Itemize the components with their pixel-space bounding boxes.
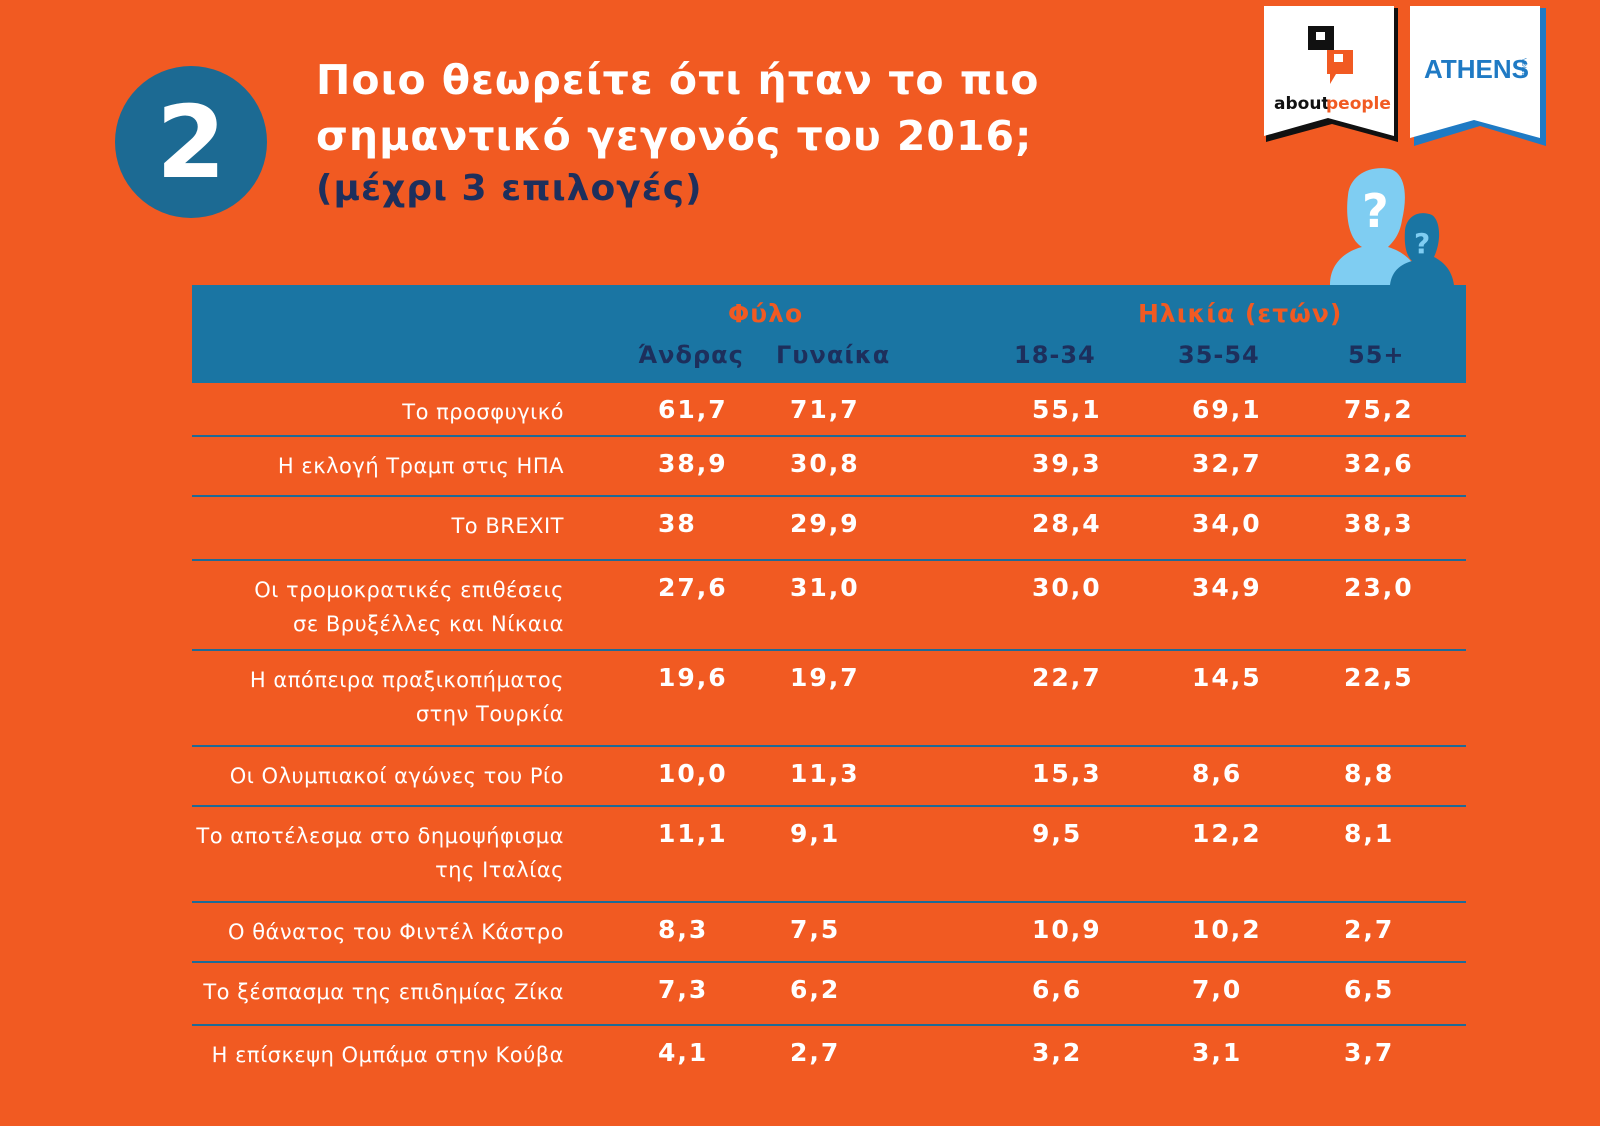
column-header-male: Άνδρας [638, 341, 744, 369]
cell-value: 9,1 [790, 819, 841, 848]
cell-value: 3,7 [1344, 1038, 1395, 1067]
table-row: Οι τρομοκρατικές επιθέσεις σε Βρυξέλλες … [192, 561, 1466, 651]
subtitle: (μέχρι 3 επιλογές) [316, 168, 703, 209]
row-label: Οι τρομοκρατικές επιθέσεις σε Βρυξέλλες … [254, 578, 564, 636]
cell-value: 69,1 [1192, 395, 1262, 424]
row-label: Οι Ολυμπιακοί αγώνες του Ρίο [229, 764, 564, 788]
cell-value: 30,8 [790, 449, 860, 478]
svg-text:?: ? [1414, 227, 1430, 260]
cell-value: 8,1 [1344, 819, 1395, 848]
cell-value: 71,7 [790, 395, 860, 424]
cell-value: 3,1 [1192, 1038, 1243, 1067]
cell-value: 3,2 [1032, 1038, 1083, 1067]
cell-value: 23,0 [1344, 573, 1414, 602]
page-title: Ποιο θεωρείτε ότι ήταν το πιο σημαντικό … [316, 52, 1039, 164]
column-header-female: Γυναίκα [776, 341, 891, 369]
row-label: Το ξέσπασμα της επιδημίας Ζίκα [203, 980, 564, 1004]
cell-value: 39,3 [1032, 449, 1102, 478]
group-header-gender: Φύλο [728, 299, 804, 328]
cell-value: 32,7 [1192, 449, 1262, 478]
cell-value: 2,7 [790, 1038, 841, 1067]
cell-value: 55,1 [1032, 395, 1102, 424]
cell-value: 11,1 [658, 819, 728, 848]
table-body: Το προσφυγικό 61,7 71,7 55,1 69,1 75,2 Η εκλογ… [192, 383, 1466, 1090]
cell-value: 9,5 [1032, 819, 1083, 848]
cell-value: 28,4 [1032, 509, 1102, 538]
table-row: Οι Ολυμπιακοί αγώνες του Ρίο 10,0 11,3 15,3… [192, 747, 1466, 807]
cell-value: 38,3 [1344, 509, 1414, 538]
cell-value: 6,6 [1032, 975, 1083, 1004]
row-label: Το BREXIT [451, 514, 564, 538]
cell-value: 31,0 [790, 573, 860, 602]
row-label: Η απόπειρα πραξικοπήματος στην Τουρκία [249, 668, 564, 726]
cell-value: 2,7 [1344, 915, 1395, 944]
row-label: Το προσφυγικό [402, 400, 564, 424]
cell-value: 15,3 [1032, 759, 1102, 788]
question-number-badge: 2 [115, 66, 267, 218]
cell-value: 7,0 [1192, 975, 1243, 1004]
cell-value: 34,0 [1192, 509, 1262, 538]
table-row: Το BREXIT 38 29,9 28,4 34,0 38,3 [192, 497, 1466, 561]
question-number: 2 [156, 83, 226, 201]
cell-value: 11,3 [790, 759, 860, 788]
cell-value: 75,2 [1344, 395, 1414, 424]
cell-value: 8,3 [658, 915, 709, 944]
cell-value: 34,9 [1192, 573, 1262, 602]
row-label: Η επίσκεψη Ομπάμα στην Κούβα [211, 1043, 564, 1067]
column-header-18-34: 18-34 [1014, 341, 1096, 369]
aboutpeople-logo: about people [1264, 6, 1398, 142]
row-label: Το αποτέλεσμα στο δημοψήφισμα της Ιταλία… [196, 824, 564, 882]
logo-text-athens: ATHENS [1424, 54, 1529, 84]
cell-value: 12,2 [1192, 819, 1262, 848]
cell-value: 22,7 [1032, 663, 1102, 692]
cell-value: 10,0 [658, 759, 728, 788]
logo-text-people: people [1326, 94, 1391, 114]
column-header-55plus: 55+ [1348, 341, 1405, 369]
table-row: Η εκλογή Τραμπ στις ΗΠΑ 38,9 30,8 39,3 32,7 3… [192, 437, 1466, 497]
cell-value: 6,5 [1344, 975, 1395, 1004]
table-row: Το αποτέλεσμα στο δημοψήφισμα της Ιταλία… [192, 807, 1466, 903]
group-header-age: Ηλικία (ετών) [1138, 299, 1343, 328]
table-row: Ο θάνατος του Φιντέλ Κάστρο 8,3 7,5 10,9 10,… [192, 903, 1466, 963]
cell-value: 7,5 [790, 915, 841, 944]
cell-value: 19,7 [790, 663, 860, 692]
logo-text-about: about [1274, 94, 1330, 114]
cell-value: 22,5 [1344, 663, 1414, 692]
results-table: Φύλο Ηλικία (ετών) Άνδρας Γυναίκα 18-34 … [192, 285, 1466, 1090]
cell-value: 32,6 [1344, 449, 1414, 478]
cell-value: 7,3 [658, 975, 709, 1004]
table-row: Η επίσκεψη Ομπάμα στην Κούβα 4,1 2,7 3,2 3,1… [192, 1026, 1466, 1090]
cell-value: 38,9 [658, 449, 728, 478]
people-silhouette-icon: ? ? [1330, 168, 1454, 285]
title-line-1: Ποιο θεωρείτε ότι ήταν το πιο [316, 56, 1040, 104]
athens-voice-logo: ATHENS VOICE [1410, 6, 1546, 146]
column-header-35-54: 35-54 [1178, 341, 1260, 369]
cell-value: 8,6 [1192, 759, 1243, 788]
row-label: Η εκλογή Τραμπ στις ΗΠΑ [277, 454, 564, 478]
cell-value: 29,9 [790, 509, 860, 538]
title-line-2: σημαντικό γεγονός του 2016; [316, 112, 1033, 160]
cell-value: 6,2 [790, 975, 841, 1004]
cell-value: 14,5 [1192, 663, 1262, 692]
cell-value: 10,9 [1032, 915, 1102, 944]
table-header: Φύλο Ηλικία (ετών) Άνδρας Γυναίκα 18-34 … [192, 285, 1466, 383]
cell-value: 30,0 [1032, 573, 1102, 602]
cell-value: 19,6 [658, 663, 728, 692]
row-label: Ο θάνατος του Φιντέλ Κάστρο [228, 920, 564, 944]
cell-value: 61,7 [658, 395, 728, 424]
table-row: Το ξέσπασμα της επιδημίας Ζίκα 7,3 6,2 6,6 7… [192, 963, 1466, 1026]
table-row: Η απόπειρα πραξικοπήματος στην Τουρκία 19… [192, 651, 1466, 747]
svg-text:?: ? [1362, 184, 1389, 238]
cell-value: 4,1 [658, 1038, 709, 1067]
cell-value: 38 [658, 509, 697, 538]
cell-value: 27,6 [658, 573, 728, 602]
cell-value: 10,2 [1192, 915, 1262, 944]
logo-text-voice: VOICE [1520, 58, 1526, 77]
cell-value: 8,8 [1344, 759, 1395, 788]
table-row: Το προσφυγικό 61,7 71,7 55,1 69,1 75,2 [192, 383, 1466, 437]
